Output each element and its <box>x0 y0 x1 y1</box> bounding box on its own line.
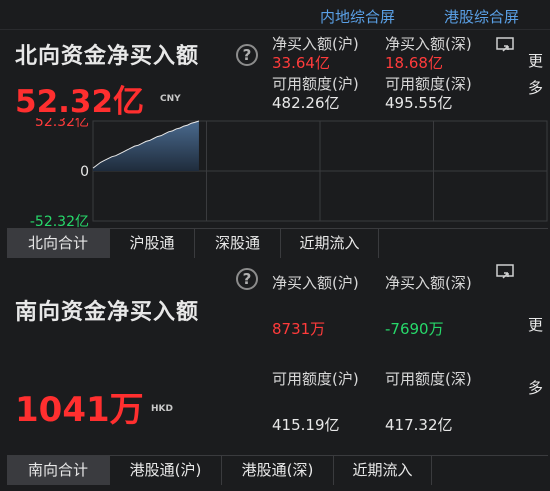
popout-icon[interactable] <box>496 37 514 53</box>
southbound-total-value: 1041万 <box>15 390 144 430</box>
northbound-total-value: 52.32亿 <box>15 84 145 120</box>
tab-sh-connect[interactable]: 沪股通 <box>110 229 195 258</box>
available-sh-value: 415.19亿 <box>272 416 340 434</box>
chart-area-fill <box>93 121 199 171</box>
net-buy-sz-label: 净买入额(深) <box>385 35 472 53</box>
more-link-line2[interactable]: 多 <box>528 79 544 97</box>
more-link-line2[interactable]: 多 <box>528 379 544 397</box>
net-buy-sh-value: 33.64亿 <box>272 54 330 72</box>
available-sh-value: 482.26亿 <box>272 94 340 112</box>
available-sz-label: 可用额度(深) <box>385 75 472 93</box>
more-link-line1[interactable]: 更 <box>528 316 544 334</box>
southbound-title: 南向资金净买入额 <box>15 300 200 325</box>
net-buy-sh-label: 净买入额(沪) <box>272 274 359 292</box>
tab-mainland-screen[interactable]: 内地综合屏 <box>320 8 396 26</box>
popout-icon[interactable] <box>496 264 514 280</box>
southbound-tabs: 南向合计 港股通(沪) 港股通(深) 近期流入 <box>7 455 548 485</box>
tab-southbound-total[interactable]: 南向合计 <box>7 456 110 485</box>
available-sh-label: 可用额度(沪) <box>272 370 359 388</box>
tab-recent-inflow-south[interactable]: 近期流入 <box>334 456 432 485</box>
northbound-title: 北向资金净买入额 <box>15 44 200 69</box>
net-buy-sh-value: 8731万 <box>272 320 326 338</box>
available-sz-value: 417.32亿 <box>385 416 453 434</box>
chart-y-tick-label: 0 <box>80 164 89 180</box>
tab-recent-inflow-north[interactable]: 近期流入 <box>281 229 379 258</box>
available-sz-label: 可用额度(深) <box>385 370 472 388</box>
tab-northbound-total[interactable]: 北向合计 <box>7 229 110 258</box>
chart-y-tick-label: -52.32亿 <box>30 214 89 230</box>
tab-sz-connect[interactable]: 深股通 <box>195 229 281 258</box>
southbound-panel: 南向资金净买入额 ? 净买入额(沪) 净买入额(深) 8731万 -7690万 … <box>7 258 548 491</box>
available-sz-value: 495.55亿 <box>385 94 453 112</box>
northbound-panel: 北向资金净买入额 ? 净买入额(沪) 净买入额(深) 33.64亿 18.68亿… <box>7 30 549 258</box>
net-buy-sz-value: -7690万 <box>385 320 444 338</box>
net-buy-sh-label: 净买入额(沪) <box>272 35 359 53</box>
chart-series-line <box>92 120 200 169</box>
more-link-line1[interactable]: 更 <box>528 52 544 70</box>
southbound-currency-unit: HKD <box>151 404 173 414</box>
tab-hk-screen[interactable]: 港股综合屏 <box>444 8 520 26</box>
chart-y-tick-label: 52.32亿 <box>35 118 89 130</box>
tab-hk-connect-sz[interactable]: 港股通(深) <box>222 456 334 485</box>
net-buy-sz-label: 净买入额(深) <box>385 274 472 292</box>
net-buy-sz-value: 18.68亿 <box>385 54 443 72</box>
tab-hk-connect-sh[interactable]: 港股通(沪) <box>110 456 222 485</box>
northbound-currency-unit: CNY <box>160 94 181 104</box>
northbound-tabs: 北向合计 沪股通 深股通 近期流入 <box>7 228 548 258</box>
top-bar: 内地综合屏 港股综合屏 <box>0 0 550 30</box>
help-icon[interactable]: ? <box>236 268 258 290</box>
available-sh-label: 可用额度(沪) <box>272 75 359 93</box>
help-icon[interactable]: ? <box>236 44 258 66</box>
